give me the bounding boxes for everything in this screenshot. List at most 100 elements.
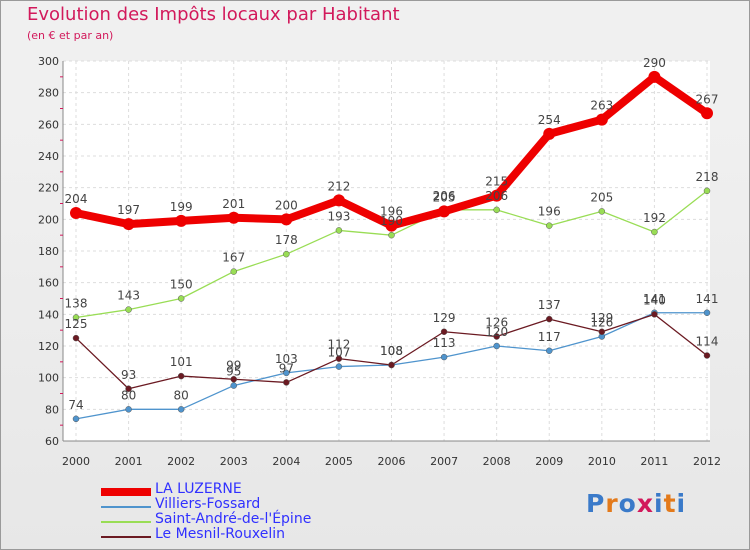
data-point bbox=[490, 189, 503, 202]
logo-letter: x bbox=[636, 489, 654, 518]
legend-swatch bbox=[101, 488, 151, 496]
data-point bbox=[230, 376, 237, 383]
data-label: 129 bbox=[590, 311, 613, 325]
data-point bbox=[177, 372, 185, 380]
data-point bbox=[438, 205, 451, 218]
x-tick-label: 2004 bbox=[272, 455, 300, 468]
data-label: 205 bbox=[433, 190, 456, 204]
data-point bbox=[703, 187, 711, 195]
data-label: 95 bbox=[226, 365, 241, 379]
data-label: 263 bbox=[590, 99, 613, 113]
data-label: 126 bbox=[590, 316, 613, 330]
y-tick-label: 120 bbox=[38, 340, 59, 353]
logo-letter: i bbox=[676, 489, 687, 518]
data-point bbox=[283, 369, 290, 377]
data-label: 206 bbox=[433, 189, 456, 203]
logo-letter: r bbox=[605, 489, 619, 518]
x-tick-label: 2000 bbox=[62, 455, 90, 468]
data-label: 97 bbox=[279, 361, 294, 375]
data-label: 141 bbox=[643, 292, 666, 306]
data-point bbox=[598, 328, 606, 335]
data-point bbox=[70, 207, 82, 219]
data-point bbox=[385, 219, 398, 232]
data-point bbox=[440, 328, 448, 335]
data-label: 167 bbox=[222, 251, 245, 265]
data-label: 108 bbox=[380, 344, 403, 358]
data-label: 117 bbox=[538, 330, 561, 344]
data-label: 114 bbox=[696, 335, 719, 349]
data-label: 205 bbox=[590, 190, 613, 204]
data-point bbox=[651, 311, 658, 318]
y-tick-label: 100 bbox=[38, 372, 59, 385]
data-point bbox=[543, 127, 556, 140]
y-tick-label: 260 bbox=[38, 118, 59, 131]
logo-letter: i bbox=[654, 489, 664, 518]
data-label: 107 bbox=[327, 346, 350, 360]
data-point bbox=[701, 107, 713, 120]
data-label: 201 bbox=[222, 197, 245, 211]
legend-swatch bbox=[101, 506, 151, 508]
data-point bbox=[703, 352, 711, 359]
data-label: 196 bbox=[380, 205, 403, 219]
logo-letter: t bbox=[663, 489, 677, 518]
x-tick-label: 2005 bbox=[325, 455, 353, 468]
proxiti-logo: Proxiti bbox=[586, 489, 686, 518]
x-tick-label: 2012 bbox=[693, 455, 721, 468]
data-label: 143 bbox=[117, 289, 140, 303]
data-label: 99 bbox=[226, 358, 241, 372]
logo-letter: o bbox=[618, 489, 637, 518]
x-tick-label: 2008 bbox=[483, 455, 511, 468]
data-label: 74 bbox=[68, 398, 83, 412]
data-point bbox=[125, 385, 132, 392]
y-tick-label: 160 bbox=[38, 277, 59, 290]
data-point bbox=[72, 334, 80, 342]
data-point bbox=[125, 306, 132, 313]
data-point bbox=[122, 218, 135, 231]
data-label: 254 bbox=[538, 113, 561, 127]
data-label: 267 bbox=[696, 92, 719, 106]
data-point bbox=[493, 206, 500, 214]
logo-letter: P bbox=[586, 489, 606, 518]
data-label: 80 bbox=[121, 388, 136, 402]
data-label: 190 bbox=[380, 214, 403, 228]
data-label: 80 bbox=[174, 388, 189, 402]
data-point bbox=[546, 222, 553, 229]
data-label: 290 bbox=[643, 56, 666, 70]
data-label: 141 bbox=[696, 292, 719, 306]
data-point bbox=[335, 355, 343, 362]
data-label: 138 bbox=[65, 297, 88, 311]
data-label: 93 bbox=[121, 368, 136, 382]
data-label: 192 bbox=[643, 211, 666, 225]
data-label: 206 bbox=[485, 189, 508, 203]
data-point bbox=[283, 379, 290, 386]
data-point bbox=[125, 406, 132, 413]
data-label: 212 bbox=[327, 179, 350, 193]
data-point bbox=[175, 214, 188, 227]
x-tick-label: 2010 bbox=[588, 455, 616, 468]
data-label: 218 bbox=[696, 170, 719, 184]
data-label: 101 bbox=[170, 355, 193, 369]
x-tick-label: 2006 bbox=[378, 455, 406, 468]
y-tick-label: 300 bbox=[38, 55, 59, 68]
data-label: 193 bbox=[327, 209, 350, 223]
chart-subtitle: (en € et par an) bbox=[27, 29, 114, 42]
data-label: 150 bbox=[170, 278, 193, 292]
data-label: 103 bbox=[275, 352, 298, 366]
data-label: 126 bbox=[485, 316, 508, 330]
x-tick-label: 2011 bbox=[640, 455, 668, 468]
data-point bbox=[703, 309, 711, 316]
data-point bbox=[280, 213, 293, 226]
data-point bbox=[335, 227, 343, 234]
data-point bbox=[440, 353, 448, 361]
legend-swatch bbox=[101, 536, 151, 538]
y-tick-label: 280 bbox=[38, 87, 59, 100]
data-label: 140 bbox=[643, 293, 666, 307]
x-tick-label: 2002 bbox=[167, 455, 195, 468]
data-label: 125 bbox=[65, 317, 88, 331]
data-point bbox=[546, 315, 553, 323]
data-point bbox=[283, 250, 290, 258]
x-tick-label: 2003 bbox=[220, 455, 248, 468]
y-tick-label: 60 bbox=[45, 435, 59, 448]
